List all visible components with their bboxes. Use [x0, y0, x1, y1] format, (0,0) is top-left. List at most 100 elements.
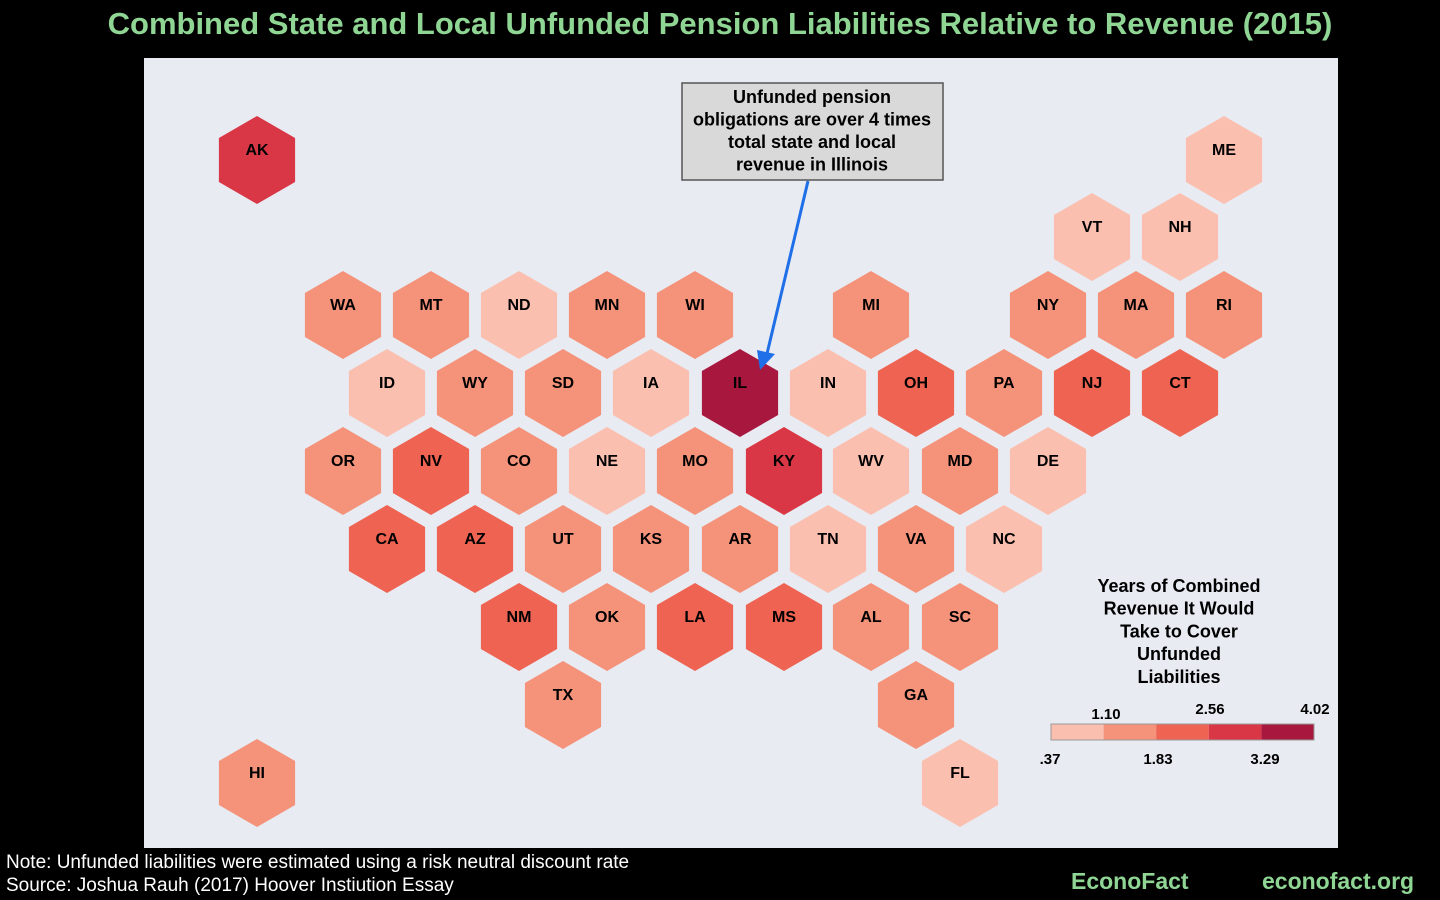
legend-ticks: 1.10 2.56 4.02 .37 1.83 3.29	[1040, 701, 1330, 768]
state-label-de: DE	[1037, 453, 1060, 470]
state-tile-hi: HI	[218, 739, 296, 827]
state-hex-id	[348, 349, 426, 437]
state-label-az: AZ	[464, 531, 486, 548]
state-tile-ca: CA	[348, 505, 426, 593]
state-tile-ri: RI	[1185, 271, 1263, 359]
state-hex-nj	[1053, 349, 1131, 437]
state-hex-ky	[745, 427, 823, 515]
callout-text: Unfunded pension obligations are over 4 t…	[693, 87, 931, 175]
callout: Unfunded pension obligations are over 4 t…	[681, 82, 944, 370]
legend-title: Years of Combined Revenue It Would Take to…	[1097, 576, 1260, 687]
state-tile-nm: NM	[480, 583, 558, 671]
state-label-nd: ND	[507, 297, 530, 314]
state-tile-al: AL	[832, 583, 910, 671]
state-hex-md	[921, 427, 999, 515]
state-tile-nv: NV	[392, 427, 470, 515]
state-hex-ak	[218, 116, 296, 204]
state-label-wv: WV	[858, 453, 884, 470]
state-tile-mn: MN	[568, 271, 646, 359]
state-label-il: IL	[733, 375, 747, 392]
state-hex-co	[480, 427, 558, 515]
state-tile-nh: NH	[1141, 193, 1219, 281]
callout-box	[681, 82, 944, 181]
legend-swatch	[1051, 724, 1104, 740]
chart-title: Combined State and Local Unfunded Pensio…	[107, 6, 1333, 41]
state-tile-mt: MT	[392, 271, 470, 359]
state-label-tn: TN	[817, 531, 838, 548]
state-tile-in: IN	[789, 349, 867, 437]
state-tile-id: ID	[348, 349, 426, 437]
state-hex-ri	[1185, 271, 1263, 359]
state-hex-me	[1185, 116, 1263, 204]
state-label-ok: OK	[595, 609, 619, 626]
state-hex-mi	[832, 271, 910, 359]
state-label-ia: IA	[643, 375, 659, 392]
legend-swatch	[1208, 724, 1262, 740]
legend-title-line: Unfunded	[1137, 644, 1221, 664]
legend-tick-label: 1.83	[1143, 751, 1172, 768]
state-label-sc: SC	[949, 609, 972, 626]
state-label-nj: NJ	[1082, 375, 1102, 392]
state-hex-ny	[1009, 271, 1087, 359]
state-label-nv: NV	[420, 453, 443, 470]
state-label-va: VA	[905, 531, 926, 548]
legend-color-bar	[1050, 723, 1315, 741]
state-label-oh: OH	[904, 375, 928, 392]
state-tile-va: VA	[877, 505, 955, 593]
callout-line: obligations are over 4 times	[693, 110, 931, 130]
state-label-ct: CT	[1169, 375, 1191, 392]
state-hex-tn	[789, 505, 867, 593]
state-hex-pa	[965, 349, 1043, 437]
state-tile-mo: MO	[656, 427, 734, 515]
state-tile-mi: MI	[832, 271, 910, 359]
state-hex-wy	[436, 349, 514, 437]
state-label-ne: NE	[596, 453, 619, 470]
state-label-ga: GA	[904, 687, 928, 704]
state-tile-ne: NE	[568, 427, 646, 515]
state-label-mt: MT	[419, 297, 442, 314]
callout-arrow	[764, 180, 810, 359]
state-hex-il	[701, 349, 779, 437]
state-label-me: ME	[1212, 142, 1236, 159]
state-label-al: AL	[860, 609, 882, 626]
state-tile-ms: MS	[745, 583, 823, 671]
state-hex-nm	[480, 583, 558, 671]
state-tile-co: CO	[480, 427, 558, 515]
callout-line: revenue in Illinois	[736, 155, 888, 175]
state-tile-ut: UT	[524, 505, 602, 593]
state-tile-ok: OK	[568, 583, 646, 671]
state-tile-or: OR	[304, 427, 382, 515]
state-hex-ne	[568, 427, 646, 515]
state-hex-vt	[1053, 193, 1131, 281]
state-hex-nv	[392, 427, 470, 515]
state-hex-al	[832, 583, 910, 671]
legend-title-line: Years of Combined	[1097, 576, 1260, 596]
state-label-co: CO	[507, 453, 531, 470]
legend-swatch	[1261, 724, 1314, 740]
state-label-vt: VT	[1082, 219, 1103, 236]
state-label-mn: MN	[595, 297, 620, 314]
state-hex-wv	[832, 427, 910, 515]
legend-tick-label: 1.10	[1091, 706, 1120, 723]
state-tile-wi: WI	[656, 271, 734, 359]
state-label-fl: FL	[950, 765, 970, 782]
state-tile-il: IL	[701, 349, 779, 437]
state-label-tx: TX	[553, 687, 574, 704]
brand-url: econofact.org	[1262, 868, 1415, 894]
hex-layer: AK ME VT NH WA MT ND MN WI MI NY MA RI ID WY SD IA IL IN OH…	[218, 116, 1263, 827]
state-label-ma: MA	[1124, 297, 1149, 314]
state-label-nm: NM	[507, 609, 532, 626]
state-label-ut: UT	[552, 531, 574, 548]
legend-swatch	[1103, 724, 1157, 740]
state-hex-nc	[965, 505, 1043, 593]
state-label-ca: CA	[375, 531, 399, 548]
state-tile-fl: FL	[921, 739, 999, 827]
state-hex-mt	[392, 271, 470, 359]
state-tile-sd: SD	[524, 349, 602, 437]
state-tile-ar: AR	[701, 505, 779, 593]
legend-tick-label: 2.56	[1195, 701, 1224, 718]
state-hex-or	[304, 427, 382, 515]
state-label-ky: KY	[773, 453, 796, 470]
legend: Years of Combined Revenue It Would Take to…	[1040, 576, 1330, 768]
state-hex-sd	[524, 349, 602, 437]
